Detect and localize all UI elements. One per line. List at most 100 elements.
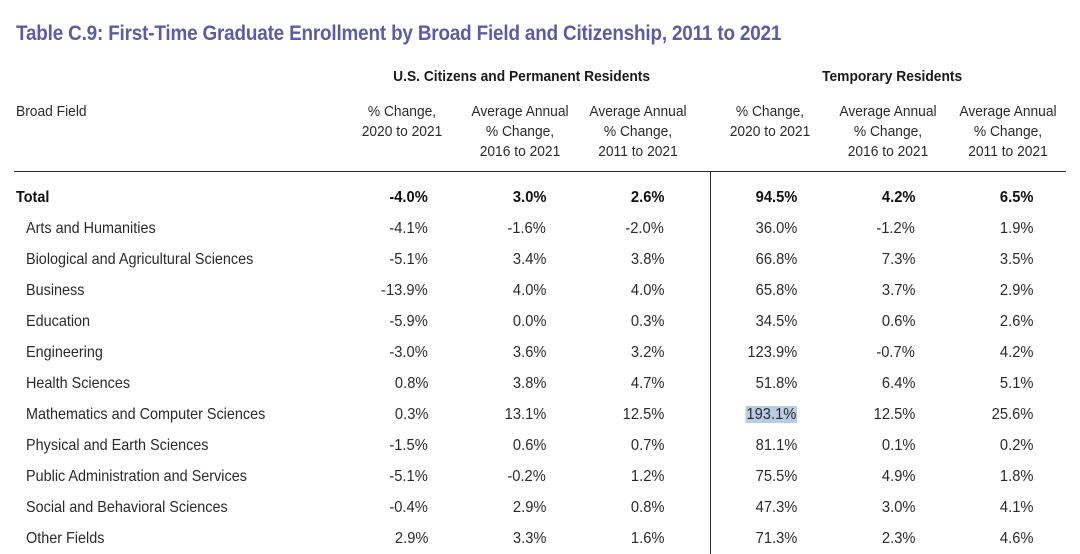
value-cell: 3.0%: [881, 499, 915, 516]
table-row: Public Administration and Services -5.1% -…: [0, 461, 1080, 492]
value-cell: 12.5%: [622, 406, 664, 423]
table-row: Social and Behavioral Sciences -0.4% 2.9% 0…: [0, 492, 1080, 523]
value-cell: 0.6%: [512, 437, 546, 454]
table-row: Arts and Humanities -4.1% -1.6% -2.0% 36.0% -…: [0, 213, 1080, 244]
value-cell: 4.2%: [881, 189, 915, 206]
value-cell: 3.5%: [999, 251, 1033, 268]
value-cell: 1.6%: [630, 530, 664, 547]
value-cell: 66.8%: [755, 251, 797, 268]
header-divider: [14, 171, 1066, 172]
value-cell: -0.7%: [876, 344, 915, 361]
value-cell: 4.0%: [630, 282, 664, 299]
value-cell: 13.1%: [504, 406, 546, 423]
row-label: Total: [16, 189, 50, 206]
value-cell: 123.9%: [747, 344, 797, 361]
row-label: Biological and Agricultural Sciences: [26, 251, 254, 268]
value-cell: -1.2%: [876, 220, 915, 237]
row-label: Business: [26, 282, 85, 299]
value-cell: 4.0%: [512, 282, 546, 299]
table-row: Business -13.9% 4.0% 4.0% 65.8% 3.7% 2.9%: [0, 275, 1080, 306]
value-cell: 36.0%: [755, 220, 797, 237]
value-cell: 7.3%: [881, 251, 915, 268]
value-cell: 3.8%: [512, 375, 546, 392]
value-cell: 3.3%: [512, 530, 546, 547]
value-cell: 0.6%: [881, 313, 915, 330]
value-cell: 4.2%: [999, 344, 1033, 361]
value-cell: 0.3%: [394, 406, 428, 423]
value-cell: 3.0%: [512, 189, 546, 206]
value-cell: 1.9%: [999, 220, 1033, 237]
value-cell: 25.6%: [991, 406, 1033, 423]
value-cell: 3.4%: [512, 251, 546, 268]
value-cell: 193.1%: [745, 399, 797, 430]
value-cell: 0.7%: [630, 437, 664, 454]
row-label: Social and Behavioral Sciences: [26, 499, 228, 516]
value-cell: -5.1%: [389, 251, 428, 268]
value-cell: 2.9%: [394, 530, 428, 547]
value-cell: 2.3%: [881, 530, 915, 547]
value-cell: 3.7%: [881, 282, 915, 299]
value-cell: -2.0%: [625, 220, 664, 237]
row-label: Arts and Humanities: [26, 220, 156, 237]
table-row: Other Fields 2.9% 3.3% 1.6% 71.3% 2.3% 4.6%: [0, 523, 1080, 554]
value-cell: 0.0%: [512, 313, 546, 330]
value-cell: 2.6%: [999, 313, 1033, 330]
table-row: Education -5.9% 0.0% 0.3% 34.5% 0.6% 2.6%: [0, 306, 1080, 337]
value-cell: 4.1%: [999, 499, 1033, 516]
value-cell: -5.9%: [389, 313, 428, 330]
value-cell: 12.5%: [873, 406, 915, 423]
value-cell: 2.6%: [630, 189, 664, 206]
value-cell: 0.8%: [630, 499, 664, 516]
table-row: Health Sciences 0.8% 3.8% 4.7% 51.8% 6.4% 5.1%: [0, 368, 1080, 399]
value-cell: 6.4%: [881, 375, 915, 392]
column-header-temp-avg-2011-2021: Average Annual % Change, 2011 to 2021: [959, 103, 1057, 160]
value-cell: 4.9%: [881, 468, 915, 485]
column-header-us-change-2020-2021: % Change, 2020 to 2021: [361, 103, 443, 140]
row-label: Physical and Earth Sciences: [26, 437, 209, 454]
value-cell: 0.8%: [394, 375, 428, 392]
value-cell: -5.1%: [389, 468, 428, 485]
value-cell: 2.9%: [999, 282, 1033, 299]
table-row: Physical and Earth Sciences -1.5% 0.6% 0.7%…: [0, 430, 1080, 461]
column-header-us-avg-2016-2021: Average Annual % Change, 2016 to 2021: [471, 103, 569, 160]
table-title: Table C.9: First-Time Graduate Enrollmen…: [16, 22, 782, 45]
row-label: Health Sciences: [26, 375, 131, 392]
value-cell: 47.3%: [755, 499, 797, 516]
value-cell: 34.5%: [755, 313, 797, 330]
value-cell: 5.1%: [999, 375, 1033, 392]
row-label: Other Fields: [26, 530, 105, 547]
highlighted-value: 193.1%: [745, 406, 797, 423]
value-cell: -4.1%: [389, 220, 428, 237]
value-cell: 65.8%: [755, 282, 797, 299]
column-header-broad-field: Broad Field: [16, 103, 87, 120]
value-cell: -1.5%: [389, 437, 428, 454]
value-cell: 2.9%: [512, 499, 546, 516]
value-cell: -4.0%: [389, 189, 428, 206]
value-cell: -3.0%: [389, 344, 428, 361]
value-cell: 1.2%: [630, 468, 664, 485]
value-cell: 81.1%: [755, 437, 797, 454]
value-cell: 4.7%: [630, 375, 664, 392]
row-label: Education: [26, 313, 91, 330]
table-row: Mathematics and Computer Sciences 0.3% 13.…: [0, 399, 1080, 430]
value-cell: 0.1%: [881, 437, 915, 454]
value-cell: 3.8%: [630, 251, 664, 268]
row-label: Engineering: [26, 344, 103, 361]
value-cell: 94.5%: [755, 189, 797, 206]
group-divider: [710, 171, 711, 554]
column-header-us-avg-2011-2021: Average Annual % Change, 2011 to 2021: [589, 103, 687, 160]
column-header-temp-avg-2016-2021: Average Annual % Change, 2016 to 2021: [839, 103, 937, 160]
column-header-temp-change-2020-2021: % Change, 2020 to 2021: [729, 103, 811, 140]
value-cell: 3.2%: [630, 344, 664, 361]
value-cell: 0.3%: [630, 313, 664, 330]
value-cell: -1.6%: [507, 220, 546, 237]
total-row: Total -4.0% 3.0% 2.6% 94.5% 4.2% 6.5%: [0, 182, 1080, 213]
value-cell: 4.6%: [999, 530, 1033, 547]
value-cell: 3.6%: [512, 344, 546, 361]
value-cell: -0.4%: [389, 499, 428, 516]
group-header-us-citizens: U.S. Citizens and Permanent Residents: [393, 68, 651, 85]
row-label: Mathematics and Computer Sciences: [26, 406, 266, 423]
row-label: Public Administration and Services: [26, 468, 247, 485]
value-cell: -13.9%: [381, 282, 428, 299]
value-cell: 75.5%: [755, 468, 797, 485]
